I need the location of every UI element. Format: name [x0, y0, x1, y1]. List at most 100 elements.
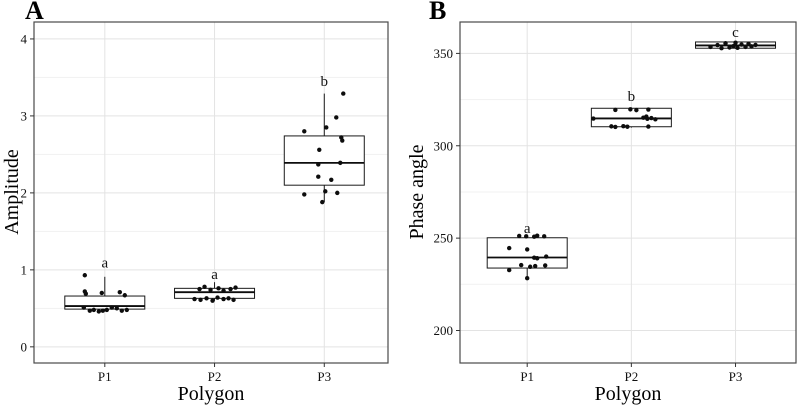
y-tick-label: 200: [434, 323, 454, 338]
panel-border: [459, 21, 797, 364]
jitter-point: [215, 295, 220, 300]
jitter-point: [100, 308, 106, 313]
jitter-point: [727, 45, 732, 50]
jitter-point: [208, 287, 213, 293]
jitter-point: [749, 44, 754, 49]
jitter-point: [197, 286, 202, 292]
jitter-point: [646, 107, 651, 112]
jitter-point: [104, 307, 110, 313]
jitter-point: [591, 116, 596, 121]
y-tick-label: 1: [21, 262, 28, 277]
y-tick-label: 0: [21, 339, 28, 354]
significance-letter: a: [524, 221, 531, 237]
jitter-point: [625, 124, 630, 129]
jitter-point: [525, 276, 530, 281]
box: [486, 237, 568, 269]
jitter-point: [628, 107, 633, 112]
jitter-point: [507, 245, 512, 251]
jitter-point: [119, 308, 125, 313]
x-tick-label: P1: [98, 369, 112, 384]
panel-a-y-axis-title: Amplitude: [1, 149, 23, 235]
jitter-point: [528, 264, 533, 269]
jitter-point: [542, 234, 547, 239]
jitter-point: [192, 296, 197, 302]
panel-b-x-axis-title: Polygon: [594, 383, 662, 405]
jitter-point: [231, 297, 236, 303]
jitter-point: [302, 129, 307, 134]
jitter-point: [335, 190, 340, 196]
jitter-point: [323, 189, 328, 194]
jitter-point: [221, 296, 226, 302]
jitter-point: [715, 42, 720, 48]
jitter-point: [226, 296, 231, 301]
jitter-point: [122, 293, 128, 298]
jitter-point: [517, 233, 522, 239]
jitter-point: [329, 177, 334, 182]
jitter-point: [507, 267, 512, 273]
jitter-point: [533, 263, 538, 269]
panel-a: a a b 0 1 2 3 4 P1 P2 P3 A Amplitude Polygon: [1, 0, 389, 405]
panel-b-plot-area: a b c 200 250 300 350 P1 P2 P3: [434, 21, 797, 384]
jitter-point: [753, 42, 758, 48]
jitter-point: [338, 160, 343, 166]
panel-a-x-axis-title: Polygon: [177, 383, 245, 405]
jitter-point: [634, 107, 639, 113]
jitter-point: [733, 40, 738, 45]
jitter-point: [613, 107, 618, 113]
box: [174, 287, 256, 299]
jitter-point: [82, 273, 88, 278]
jitter-point: [519, 262, 524, 268]
jitter-point: [613, 124, 618, 130]
y-tick-label: 2: [21, 185, 28, 200]
jitter-point: [233, 285, 238, 290]
jitter-point: [649, 115, 654, 121]
x-tick-label: P1: [520, 369, 534, 384]
significance-letter: c: [732, 25, 739, 41]
panel-b: a b c 200 250 300 350 P1 P2 P3 B Phase angle Poly…: [400, 0, 800, 413]
jitter-point: [543, 263, 548, 268]
jitter-point: [202, 284, 207, 289]
jitter-point: [324, 125, 329, 130]
jitter-point: [316, 174, 321, 179]
jitter-point: [646, 124, 651, 129]
significance-letter: b: [628, 89, 636, 105]
jitter-point: [644, 114, 649, 119]
jitter-point: [198, 297, 203, 303]
jitter-point: [739, 42, 744, 47]
significance-letter: a: [101, 256, 108, 272]
y-tick-label: 4: [21, 31, 28, 46]
jitter-point: [653, 117, 658, 122]
panel-b-letter: B: [429, 0, 447, 25]
jitter-point: [341, 91, 346, 96]
x-tick-label: P3: [317, 369, 331, 384]
significance-letter: b: [321, 74, 329, 90]
box: [283, 135, 365, 186]
jitter-point: [216, 286, 221, 291]
panel-b-y-axis-title: Phase angle: [406, 144, 428, 240]
jitter-point: [91, 307, 97, 313]
jitter-point: [340, 138, 345, 143]
jitter-point: [731, 43, 736, 49]
jitter-point: [124, 307, 129, 313]
jitter-point: [743, 44, 748, 50]
y-tick-label: 250: [434, 231, 454, 246]
jitter-point: [302, 192, 307, 197]
y-tick-label: 350: [434, 46, 454, 61]
jitter-point: [96, 309, 102, 314]
jitter-point: [535, 256, 540, 261]
y-tick-label: 3: [21, 108, 28, 123]
jitter-point: [210, 298, 215, 303]
jitter-point: [544, 254, 549, 259]
y-tick-label: 300: [434, 138, 454, 153]
jitter-point: [204, 296, 209, 301]
jitter-point: [221, 288, 226, 293]
jitter-point: [746, 41, 751, 46]
x-tick-label: P3: [729, 369, 743, 384]
box: [64, 295, 146, 310]
jitter-point: [525, 247, 530, 252]
jitter-point: [719, 46, 724, 51]
jitter-point: [609, 124, 614, 129]
jitter-point: [83, 291, 89, 296]
jitter-point: [114, 306, 120, 311]
